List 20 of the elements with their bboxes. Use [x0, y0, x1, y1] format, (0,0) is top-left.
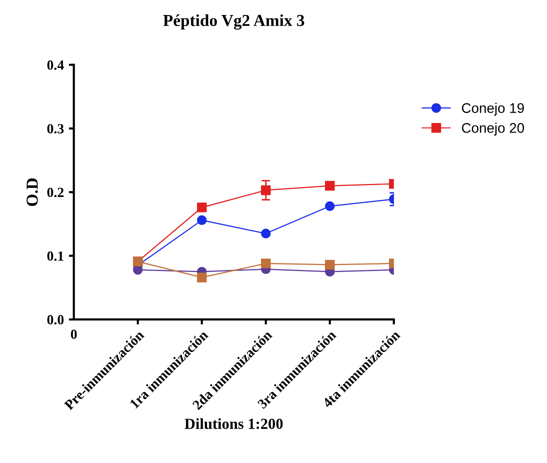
point	[324, 260, 335, 270]
point	[260, 258, 271, 268]
point	[324, 201, 335, 212]
y-tick-label: 0.0	[47, 315, 64, 324]
point	[324, 180, 335, 191]
x-axis-title: Dilutions 1:200	[184, 418, 283, 430]
point	[196, 202, 207, 212]
y-axis-title: O.D	[26, 178, 38, 206]
y-tick-label: 0.1	[47, 251, 64, 261]
chart-title: Péptido Vg2 Amix 3	[163, 14, 304, 30]
point	[196, 215, 207, 226]
point	[196, 272, 207, 282]
legend-label: Conejo 20	[462, 122, 524, 136]
point	[260, 228, 271, 238]
legend-label: Conejo 19	[462, 102, 524, 116]
y-tick-label: 0.3	[47, 124, 64, 134]
point	[260, 185, 271, 196]
y-tick-label: 0.4	[47, 60, 64, 70]
point	[132, 264, 143, 275]
y-tick-label: 0.2	[47, 188, 64, 198]
